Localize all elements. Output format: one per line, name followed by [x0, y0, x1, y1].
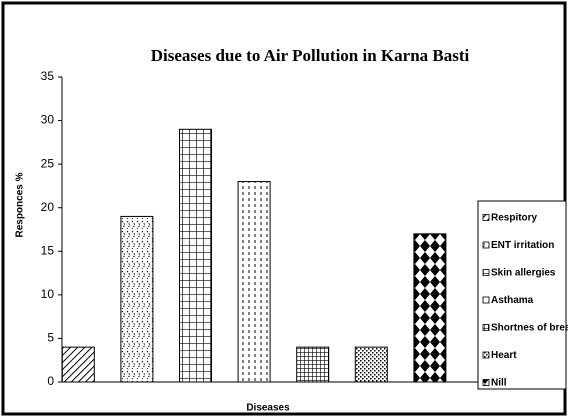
- legend-label: ENT irritation: [491, 240, 554, 251]
- legend-label: Shortnes of breath: [491, 323, 568, 334]
- chart-title: Diseases due to Air Pollution in Karna B…: [151, 46, 470, 65]
- y-tick-label: 20: [41, 200, 55, 214]
- y-tick-label: 10: [41, 287, 55, 301]
- bar: [413, 233, 447, 383]
- legend-label: Nill: [491, 378, 507, 389]
- y-tick-label: 5: [47, 331, 54, 345]
- bar: [120, 215, 154, 383]
- bar: [296, 346, 330, 383]
- y-tick-label: 15: [41, 243, 55, 257]
- legend-swatch: [482, 351, 490, 359]
- y-tick-label: 30: [41, 113, 55, 127]
- legend-label: Skin allergies: [491, 268, 556, 279]
- legend-label: Heart: [491, 350, 517, 361]
- bar: [61, 346, 95, 383]
- legend-swatch: [482, 269, 490, 276]
- legend-box: [477, 200, 567, 390]
- legend-swatch: [482, 324, 490, 331]
- legend-swatch: [482, 214, 490, 221]
- bar: [354, 346, 388, 383]
- y-tick-label: 0: [47, 374, 54, 388]
- legend-label: Asthama: [491, 295, 534, 306]
- bar: [179, 128, 212, 383]
- legend-label: Respitory: [491, 213, 538, 224]
- x-axis-label: Diseases: [246, 403, 290, 414]
- y-axis-label: Responces %: [15, 172, 26, 237]
- y-tick-label: 35: [41, 69, 55, 83]
- legend-swatch: [482, 379, 490, 386]
- legend-swatch: [482, 241, 490, 249]
- legend-swatch: [482, 296, 490, 304]
- bar: [237, 181, 271, 383]
- y-tick-label: 25: [41, 156, 55, 170]
